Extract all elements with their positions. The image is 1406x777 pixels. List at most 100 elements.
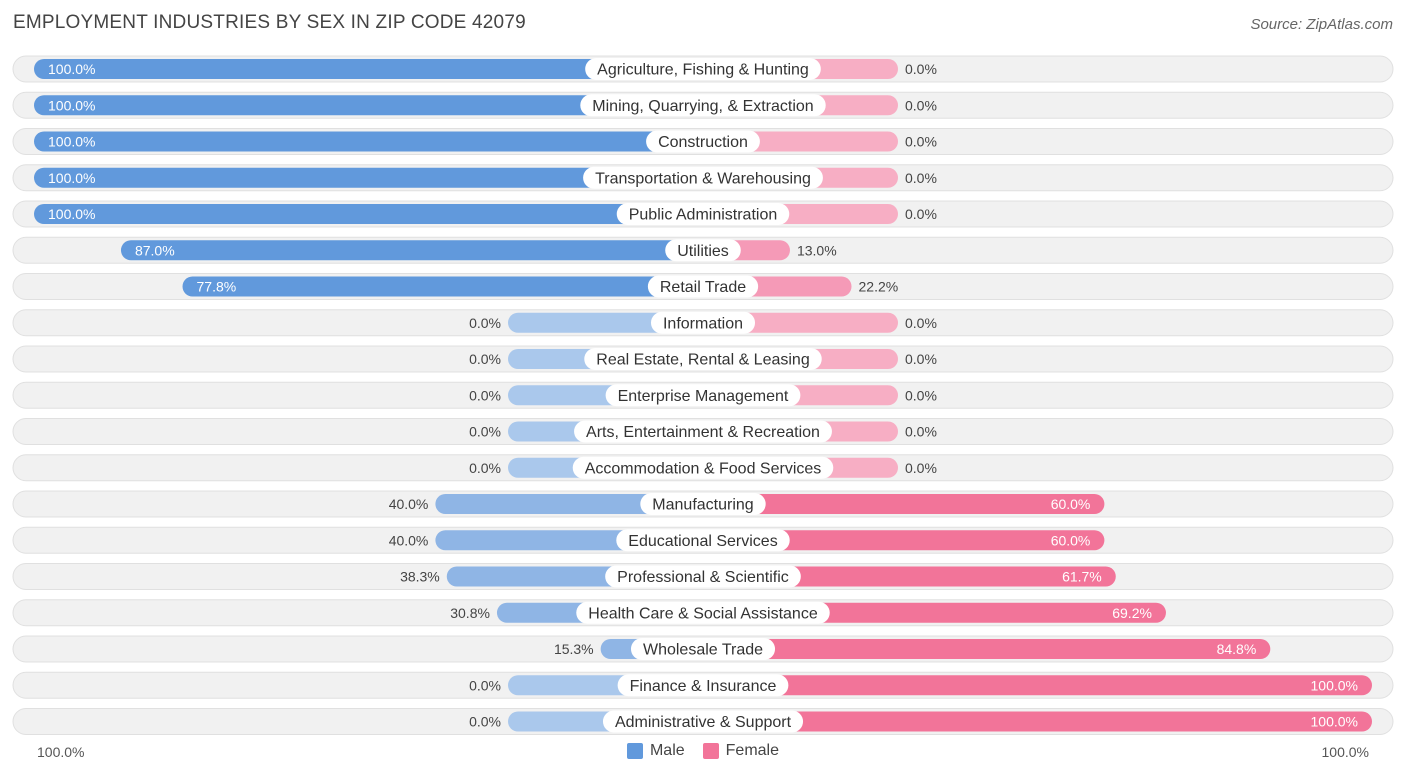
bar-row: 40.0% 60.0% Manufacturing [12, 490, 1394, 518]
male-value-label: 100.0% [48, 134, 95, 150]
chart-title: EMPLOYMENT INDUSTRIES BY SEX IN ZIP CODE… [13, 12, 526, 33]
axis-right-label: 100.0% [1321, 744, 1369, 760]
male-value-label: 15.3% [554, 641, 594, 657]
bar-female [703, 566, 1116, 587]
category-label-pill [585, 58, 821, 80]
category-label-pill [616, 529, 790, 552]
bar-row: 100.0% 0.0% Transportation & Warehousing [12, 164, 1394, 192]
category-label: Transportation & Warehousing [595, 170, 811, 187]
male-value-label: 100.0% [48, 61, 95, 77]
category-label-pill [583, 166, 823, 189]
male-value-label: 0.0% [469, 677, 501, 693]
category-label-pill [640, 493, 766, 515]
male-value-label: 0.0% [469, 460, 501, 476]
female-value-label: 22.2% [859, 279, 899, 295]
category-label: Retail Trade [660, 279, 746, 296]
bar-male [120, 240, 704, 261]
category-label: Manufacturing [652, 497, 753, 514]
bar-row: 87.0% 13.0% Utilities [12, 236, 1394, 264]
legend-item-female: Female [702, 742, 780, 760]
category-label-pill [580, 94, 826, 117]
male-value-label: 40.0% [389, 496, 429, 512]
bar-female [703, 675, 1372, 696]
male-value-label: 77.8% [197, 279, 237, 295]
legend-swatch-female [702, 743, 719, 759]
category-label-pill [650, 311, 756, 334]
category-label-pill [646, 130, 760, 153]
legend-label-female: Female [725, 742, 780, 759]
category-label: Mining, Quarrying, & Extraction [592, 98, 813, 115]
bar-row: 100.0% 0.0% Construction [12, 128, 1394, 155]
bar-row: 77.8% 22.2% Retail Trade [12, 273, 1394, 300]
bar-row: 0.0% 0.0% Information [12, 309, 1394, 337]
category-label-pill [572, 456, 834, 479]
category-label: Arts, Entertainment & Recreation [586, 424, 820, 441]
bar-row: 0.0% 100.0% Finance & Insurance [12, 671, 1394, 699]
category-label-pill [602, 710, 804, 733]
female-value-label: 0.0% [905, 424, 937, 440]
category-label-pill [605, 565, 801, 588]
female-value-label: 0.0% [905, 387, 937, 403]
category-label-pill [616, 203, 790, 225]
category-label-pill [574, 420, 832, 443]
category-label: Utilities [677, 243, 729, 260]
category-label-pill [584, 348, 822, 370]
legend-item-male: Male [626, 742, 685, 760]
bar-row: 100.0% 0.0% Public Administration [12, 200, 1394, 228]
male-value-label: 0.0% [469, 351, 501, 367]
category-label: Information [663, 315, 743, 332]
axis-left-label: 100.0% [37, 744, 85, 760]
category-label: Finance & Insurance [630, 678, 777, 695]
category-label: Wholesale Trade [643, 642, 763, 659]
bar-female [703, 530, 1105, 551]
female-value-label: 0.0% [905, 97, 937, 113]
bar-row: 15.3% 84.8% Wholesale Trade [12, 635, 1394, 663]
category-label: Real Estate, Rental & Leasing [596, 352, 809, 369]
bar-row: 0.0% 0.0% Enterprise Management [12, 381, 1394, 409]
category-label-pill [630, 638, 776, 660]
category-label-pill [617, 674, 789, 697]
bar-male [435, 494, 703, 514]
bar-female [703, 711, 1372, 732]
category-label: Accommodation & Food Services [585, 460, 822, 477]
female-value-label: 0.0% [905, 460, 937, 476]
female-value-label: 0.0% [905, 315, 937, 331]
category-label: Professional & Scientific [617, 569, 789, 586]
bar-row: 30.8% 69.2% Health Care & Social Assistanc… [12, 599, 1394, 627]
category-label: Health Care & Social Assistance [588, 605, 818, 622]
male-value-label: 40.0% [389, 532, 429, 548]
category-label: Administrative & Support [615, 714, 792, 731]
diverging-bar-chart: 100.0% 0.0% Agriculture, Fishing & Hunting… [12, 55, 1394, 735]
female-value-label: 0.0% [905, 61, 937, 77]
female-value-label: 0.0% [905, 206, 937, 222]
category-label-pill [576, 601, 830, 624]
male-value-label: 0.0% [469, 387, 501, 403]
bar-female [703, 639, 1271, 659]
female-value-label: 69.2% [1112, 605, 1152, 621]
bar-male [182, 276, 703, 297]
bar-male [34, 204, 703, 224]
male-value-label: 100.0% [48, 206, 95, 222]
male-value-label: 87.0% [135, 242, 175, 258]
bar-row: 0.0% 0.0% Arts, Entertainment & Recreation [12, 418, 1394, 445]
category-label-pill [605, 384, 801, 407]
legend: Male Female [0, 742, 1406, 760]
bar-male [34, 59, 703, 79]
bar-row: 38.3% 61.7% Professional & Scientific [12, 563, 1394, 590]
female-value-label: 100.0% [1311, 714, 1358, 730]
category-label: Educational Services [628, 533, 777, 550]
bar-row: 100.0% 0.0% Agriculture, Fishing & Hunting [12, 55, 1394, 83]
male-value-label: 38.3% [400, 569, 440, 585]
bar-row: 0.0% 0.0% Real Estate, Rental & Leasing [12, 345, 1394, 373]
bar-row: 40.0% 60.0% Educational Services [12, 526, 1394, 554]
legend-label-male: Male [649, 742, 685, 759]
category-label-pill [647, 275, 759, 298]
female-value-label: 0.0% [905, 134, 937, 150]
female-value-label: 0.0% [905, 351, 937, 367]
bar-male [34, 95, 703, 116]
category-label: Public Administration [629, 207, 778, 224]
category-label-pill [665, 239, 741, 262]
female-value-label: 0.0% [905, 170, 937, 186]
male-value-label: 0.0% [469, 714, 501, 730]
female-value-label: 100.0% [1311, 677, 1358, 693]
